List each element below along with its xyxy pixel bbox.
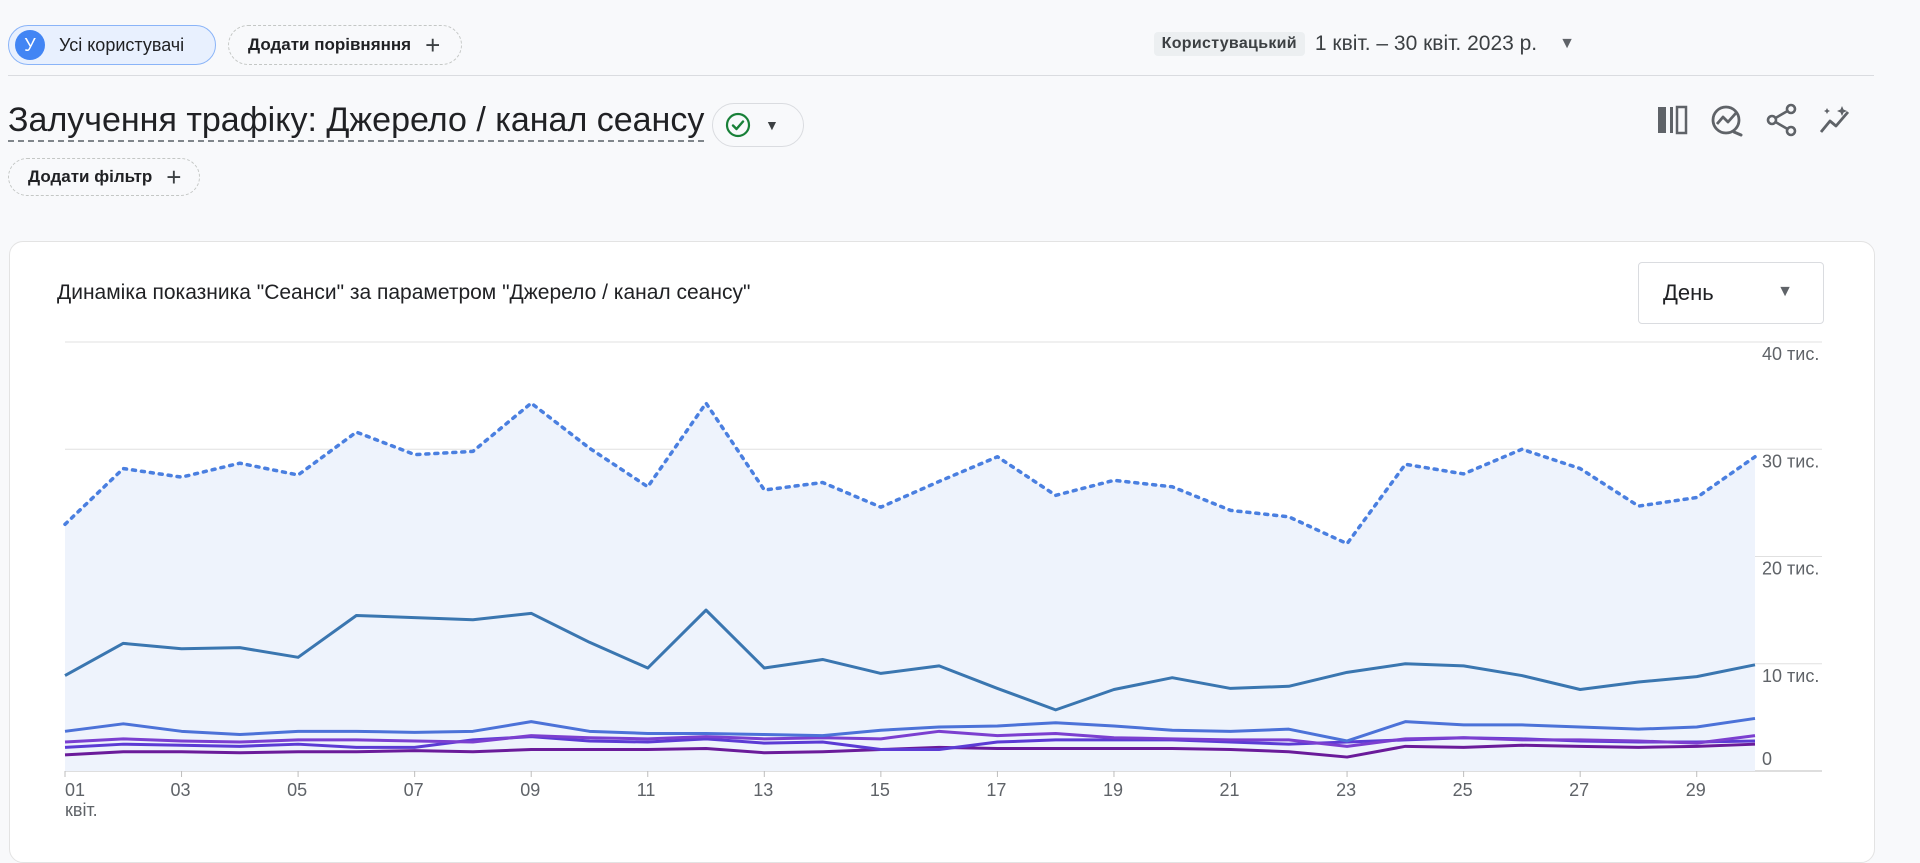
x-tick-label: 15 (870, 780, 890, 800)
chevron-down-icon: ▼ (1559, 35, 1575, 52)
segment-chip-label: Усі користувачі (59, 34, 185, 55)
x-tick-label: 17 (986, 780, 1006, 800)
y-tick-label: 20 тис. (1762, 559, 1819, 579)
x-tick-label: 07 (404, 780, 424, 800)
page-title[interactable]: Залучення трафіку: Джерело / канал сеанс… (8, 100, 705, 142)
add-filter-button[interactable]: Додати фільтр + (8, 158, 200, 196)
y-tick-label: 40 тис. (1762, 344, 1819, 364)
x-tick-label: 27 (1569, 780, 1589, 800)
total-line (63, 401, 1757, 546)
x-tick-label: 23 (1336, 780, 1356, 800)
header-divider (8, 75, 1874, 76)
compare-trends-icon[interactable] (1818, 102, 1854, 138)
chevron-down-icon: ▼ (1777, 283, 1793, 300)
sessions-line-chart: 0 10 тис. 20 тис. 30 тис. 40 тис. 01 03 05 07 09 1… (63, 341, 1822, 820)
plus-icon: + (425, 30, 441, 60)
add-filter-label: Додати фільтр (28, 167, 153, 186)
date-range-picker[interactable]: Користувацький 1 квіт. – 30 квіт. 2023 р… (1153, 30, 1575, 58)
y-tick-label: 0 (1762, 749, 1772, 769)
x-tick-label: 13 (753, 780, 773, 800)
add-comparison-label: Додати порівняння (248, 35, 412, 54)
chevron-down-icon: ▼ (765, 117, 779, 133)
granularity-select[interactable]: День ▼ (1638, 262, 1824, 324)
x-tick-label: 21 (1220, 780, 1240, 800)
x-tick-label: 29 (1686, 780, 1706, 800)
granularity-value: День (1663, 280, 1714, 305)
x-tick-label: 09 (520, 780, 540, 800)
segment-chip-all-users[interactable]: У Усі користувачі (8, 25, 216, 65)
series-line-1 (64, 608, 1756, 712)
add-comparison-button[interactable]: Додати порівняння + (228, 25, 462, 65)
series-line-3 (64, 729, 1756, 748)
date-range-value: 1 квіт. – 30 квіт. 2023 р. (1314, 32, 1538, 55)
insights-icon[interactable] (1708, 102, 1744, 138)
y-tick-label: 10 тис. (1762, 666, 1819, 686)
segment-avatar: У (15, 30, 45, 60)
customize-report-icon[interactable] (1654, 102, 1690, 138)
x-tick-label: 05 (287, 780, 307, 800)
y-tick-label: 30 тис. (1762, 451, 1819, 471)
x-tick-label: 03 (171, 780, 191, 800)
x-sublabel: квіт. (65, 800, 98, 820)
plus-icon: + (166, 162, 182, 192)
x-tick-label: 11 (637, 780, 656, 800)
x-tick-label: 01 (65, 780, 85, 800)
series-line-2 (64, 716, 1756, 743)
x-tick-label: 25 (1453, 780, 1473, 800)
share-icon[interactable] (1764, 102, 1800, 138)
check-circle-icon (725, 112, 751, 138)
x-tick-label: 19 (1103, 780, 1123, 800)
total-area (65, 403, 1755, 771)
report-status-button[interactable]: ▼ (712, 103, 804, 147)
chart-title: Динаміка показника "Сеанси" за параметро… (57, 281, 751, 304)
date-range-badge: Користувацький (1153, 32, 1305, 56)
